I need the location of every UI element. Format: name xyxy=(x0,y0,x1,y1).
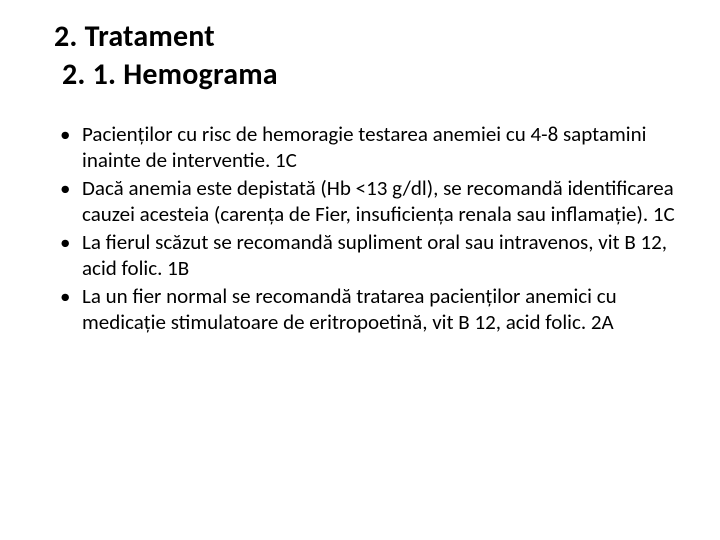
slide-heading: 2. Tratament 2. 1. Hemograma xyxy=(30,18,690,93)
list-item: La fierul scăzut se recomandă supliment … xyxy=(54,229,680,281)
list-item: Dacă anemia este depistată (Hb <13 g/dl)… xyxy=(54,175,680,227)
heading-line-2: 2. 1. Hemograma xyxy=(54,56,690,94)
heading-line-1: 2. Tratament xyxy=(54,18,690,56)
list-item: Pacienților cu risc de hemoragie testare… xyxy=(54,121,680,173)
list-item: La un fier normal se recomandă tratarea … xyxy=(54,283,680,335)
bullet-list: Pacienților cu risc de hemoragie testare… xyxy=(30,121,690,335)
slide: 2. Tratament 2. 1. Hemograma Pacienților… xyxy=(0,0,720,540)
